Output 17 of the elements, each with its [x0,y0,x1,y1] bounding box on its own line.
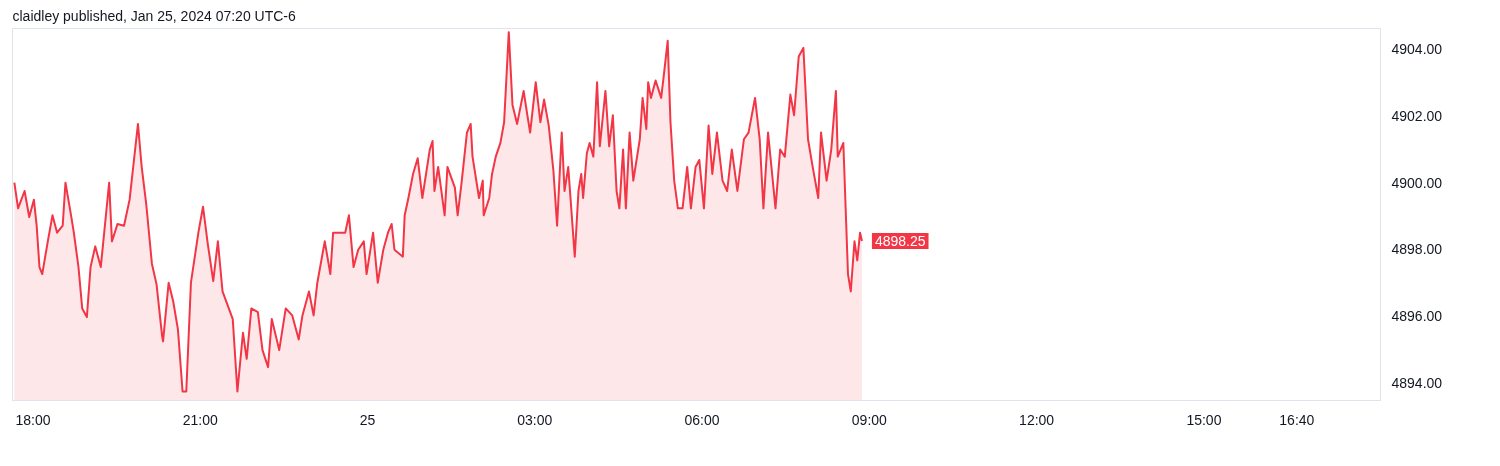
x-tick-label: 18:00 [15,411,51,428]
y-tick-label: 4902.00 [1391,107,1443,124]
x-tick-label: 06:00 [684,411,720,428]
y-tick-label: 4900.00 [1391,174,1443,191]
x-tick-label: 21:00 [182,411,218,428]
chart-title: claidley published, Jan 25, 2024 07:20 UTC-6 [12,7,296,24]
x-tick-label: 16:40 [1279,411,1315,428]
x-tick-label: 12:00 [1019,411,1055,428]
x-tick-label: 09:00 [851,411,888,428]
y-tick-label: 4894.00 [1391,374,1443,391]
x-tick-label: 03:00 [517,411,553,428]
y-tick-label: 4904.00 [1391,41,1443,58]
x-tick-label: 15:00 [1186,411,1222,428]
x-tick-label: 25 [359,411,376,428]
y-tick-label: 4896.00 [1391,308,1443,325]
y-tick-label: 4898.00 [1391,241,1443,258]
annotation: 4898.25 [874,233,926,250]
